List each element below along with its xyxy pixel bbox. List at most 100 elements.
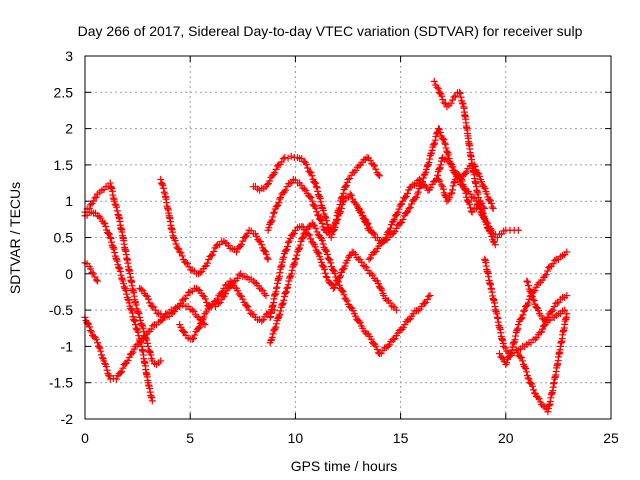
interpolated-marker: [421, 182, 429, 190]
interpolated-marker: [364, 220, 372, 228]
interpolated-marker: [355, 162, 363, 170]
data-point: [262, 292, 270, 300]
interpolated-marker: [381, 344, 389, 352]
interpolated-marker: [414, 188, 422, 196]
series-track-19: [523, 277, 569, 325]
interpolated-marker: [219, 288, 227, 296]
interpolated-marker: [203, 259, 211, 267]
interpolated-marker: [378, 286, 386, 294]
interpolated-marker: [269, 330, 277, 338]
data-point: [529, 295, 537, 303]
interpolated-marker: [434, 171, 442, 179]
interpolated-marker: [92, 193, 100, 201]
interpolated-marker: [390, 229, 398, 237]
interpolated-marker: [529, 382, 537, 390]
interpolated-marker: [380, 237, 388, 245]
data-point: [521, 306, 529, 314]
interpolated-marker: [479, 203, 487, 211]
y-tick-label: 0.5: [54, 230, 74, 246]
interpolated-marker: [97, 347, 105, 355]
interpolated-marker: [101, 359, 109, 367]
data-point: [563, 310, 571, 318]
interpolated-marker: [478, 199, 486, 207]
interpolated-marker: [372, 342, 380, 350]
data-point: [113, 375, 121, 383]
interpolated-marker: [426, 155, 434, 163]
interpolated-marker: [311, 179, 319, 187]
data-point: [472, 204, 480, 212]
interpolated-marker: [414, 307, 422, 315]
data-point: [397, 219, 405, 227]
interpolated-marker: [234, 287, 242, 295]
interpolated-marker: [339, 198, 347, 206]
interpolated-marker: [370, 230, 378, 238]
interpolated-marker: [212, 297, 220, 305]
data-point: [277, 194, 285, 202]
interpolated-marker: [196, 269, 204, 277]
interpolated-marker: [343, 257, 351, 265]
interpolated-marker: [366, 156, 374, 164]
interpolated-marker: [351, 250, 359, 258]
data-point: [291, 255, 299, 263]
interpolated-marker: [441, 192, 449, 200]
data-point: [342, 295, 350, 303]
interpolated-marker: [387, 224, 395, 232]
interpolated-marker: [488, 226, 496, 234]
interpolated-marker: [304, 164, 312, 172]
interpolated-marker: [290, 260, 298, 268]
data-point: [287, 152, 295, 160]
interpolated-marker: [111, 248, 119, 256]
interpolated-marker: [141, 333, 149, 341]
interpolated-marker: [481, 184, 489, 192]
interpolated-marker: [271, 169, 279, 177]
interpolated-marker: [390, 335, 398, 343]
interpolated-marker: [272, 165, 280, 173]
interpolated-marker: [406, 204, 414, 212]
data-point: [365, 255, 373, 263]
data-point: [401, 321, 409, 329]
interpolated-marker: [352, 166, 360, 174]
interpolated-marker: [316, 215, 324, 223]
interpolated-marker: [549, 260, 557, 268]
interpolated-marker: [450, 179, 458, 187]
interpolated-marker: [391, 227, 399, 235]
interpolated-marker: [476, 172, 484, 180]
data-point: [144, 342, 152, 350]
interpolated-marker: [317, 198, 325, 206]
interpolated-marker: [392, 224, 400, 232]
data-point: [300, 230, 308, 238]
data-markers: [81, 77, 571, 416]
interpolated-marker: [339, 189, 347, 197]
interpolated-marker: [437, 161, 445, 169]
interpolated-marker: [436, 177, 444, 185]
data-point: [386, 299, 394, 307]
interpolated-marker: [104, 229, 112, 237]
interpolated-marker: [535, 395, 543, 403]
interpolated-marker: [257, 285, 265, 293]
interpolated-marker: [255, 237, 263, 245]
interpolated-marker: [139, 334, 147, 342]
data-point: [407, 183, 415, 191]
interpolated-marker: [124, 357, 132, 365]
interpolated-marker: [356, 319, 364, 327]
interpolated-marker: [91, 273, 99, 281]
interpolated-marker: [331, 223, 339, 231]
interpolated-marker: [433, 83, 441, 91]
interpolated-marker: [143, 339, 151, 347]
interpolated-marker: [516, 353, 524, 361]
interpolated-marker: [113, 207, 121, 215]
interpolated-marker: [312, 224, 320, 232]
interpolated-marker: [463, 168, 471, 176]
interpolated-marker: [482, 218, 490, 226]
data-point: [239, 295, 247, 303]
interpolated-marker: [462, 189, 470, 197]
interpolated-marker: [282, 288, 290, 296]
interpolated-marker: [385, 228, 393, 236]
interpolated-marker: [331, 269, 339, 277]
data-point: [157, 357, 165, 365]
interpolated-marker: [357, 208, 365, 216]
series-track-7: [176, 277, 278, 343]
series-track-18: [512, 310, 571, 416]
interpolated-marker: [487, 199, 495, 207]
interpolated-marker: [209, 251, 217, 259]
